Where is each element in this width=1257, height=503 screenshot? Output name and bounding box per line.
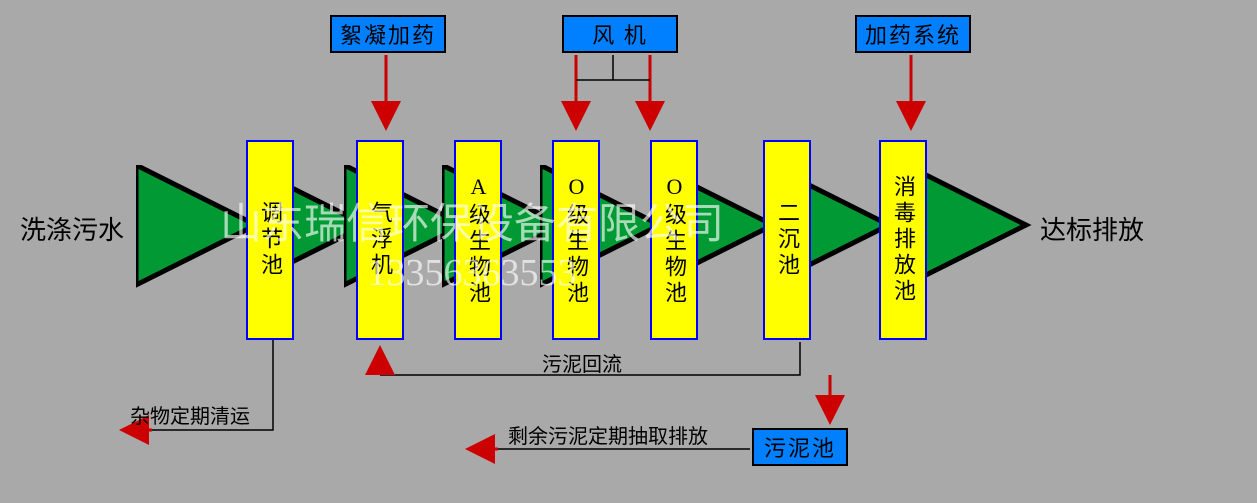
debris-label: 杂物定期清运 [130, 400, 250, 429]
process-tank5: O级生物池 [650, 140, 698, 340]
diagram-canvas: 洗涤污水 达标排放 调节池 气浮机 A级生物池 O级生物池 O级生物池 二沉池 消毒排放池 絮… [0, 0, 1257, 503]
process-tank6: 二沉池 [763, 140, 811, 340]
aux-sludge: 污泥池 [752, 428, 848, 466]
process-tank1: 调节池 [246, 140, 294, 340]
sludge-return-label: 污泥回流 [542, 348, 622, 377]
process-tank4: O级生物池 [552, 140, 600, 340]
process-tank7: 消毒排放池 [879, 140, 927, 340]
aux-dosing1: 絮凝加药 [330, 15, 446, 53]
process-tank3: A级生物池 [454, 140, 502, 340]
output-label: 达标排放 [1040, 210, 1144, 247]
aux-fan: 风 机 [562, 15, 678, 53]
excess-sludge-label: 剩余污泥定期抽取排放 [508, 420, 708, 449]
process-tank2: 气浮机 [356, 140, 404, 340]
input-label: 洗涤污水 [20, 210, 124, 247]
aux-dosing2: 加药系统 [855, 15, 971, 53]
